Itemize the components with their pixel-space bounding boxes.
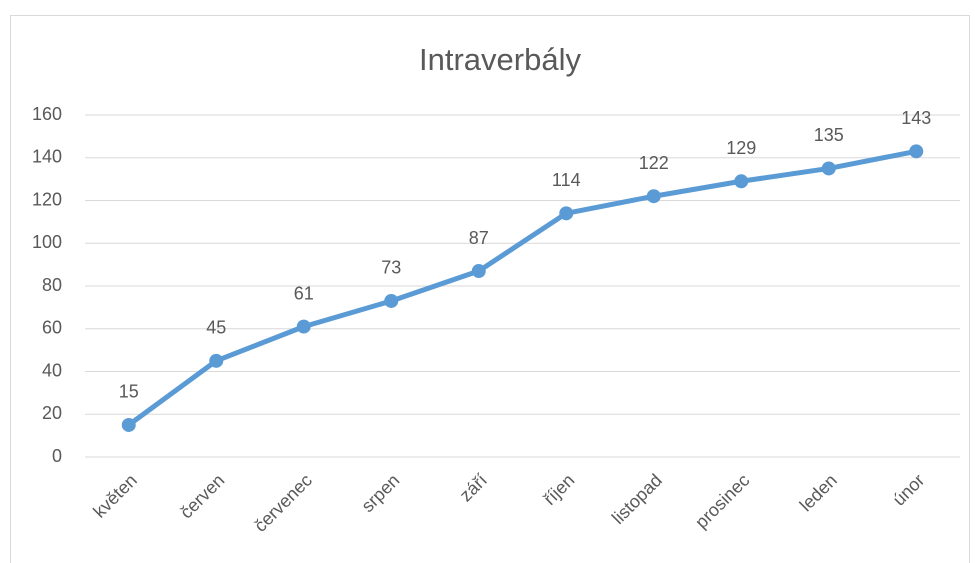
marker xyxy=(909,144,924,159)
data-label: 122 xyxy=(639,153,669,173)
y-tick-label: 100 xyxy=(32,232,62,252)
y-tick-label: 40 xyxy=(42,360,62,380)
line xyxy=(127,148,917,427)
marker xyxy=(821,161,836,176)
y-tick-label: 0 xyxy=(52,446,62,466)
y-tick-label: 160 xyxy=(32,104,62,124)
chart-title: Intraverbály xyxy=(419,42,581,77)
marker xyxy=(471,264,486,279)
marker xyxy=(384,293,399,308)
y-tick-label: 60 xyxy=(42,318,62,338)
data-label: 114 xyxy=(552,170,581,190)
chart-border xyxy=(10,15,970,563)
data-label: 15 xyxy=(119,382,139,402)
marker xyxy=(646,189,661,204)
marker xyxy=(121,417,136,432)
marker xyxy=(734,174,749,189)
marker xyxy=(559,206,574,221)
data-label: 143 xyxy=(901,108,931,128)
y-tick-label: 80 xyxy=(42,275,62,295)
data-label: 87 xyxy=(469,228,489,248)
marker xyxy=(296,319,311,334)
data-label: 129 xyxy=(726,138,756,158)
data-label: 61 xyxy=(294,283,314,303)
y-tick-label: 140 xyxy=(32,147,62,167)
data-label: 73 xyxy=(381,258,401,278)
y-tick-label: 120 xyxy=(32,189,62,209)
data-label: 45 xyxy=(206,318,226,338)
data-label: 135 xyxy=(814,125,844,145)
marker xyxy=(209,353,224,368)
y-tick-label: 20 xyxy=(42,403,62,423)
